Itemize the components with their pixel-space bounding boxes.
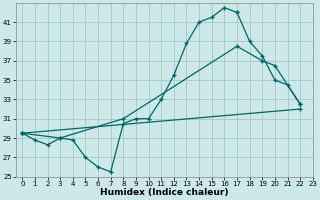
X-axis label: Humidex (Indice chaleur): Humidex (Indice chaleur) [100, 188, 228, 197]
